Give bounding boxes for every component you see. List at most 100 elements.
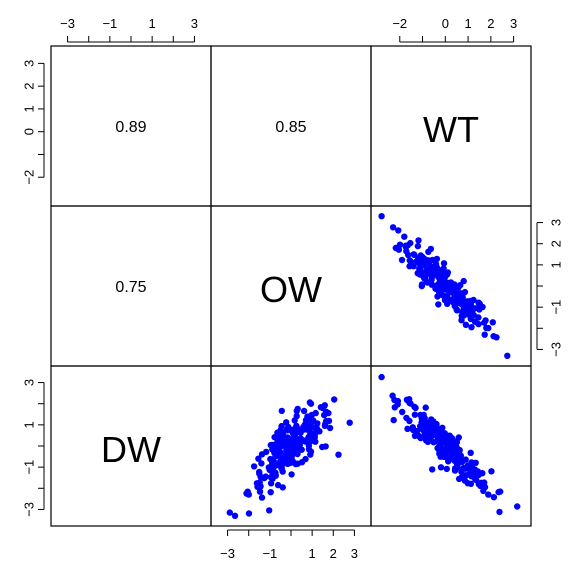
panel-ow-vs-dw [226, 396, 353, 519]
data-point [298, 459, 306, 466]
top-axis-dw-tick-label: 1 [149, 16, 156, 31]
data-point [468, 459, 475, 466]
data-point [292, 430, 299, 437]
data-point [443, 465, 450, 473]
data-point [272, 469, 279, 476]
data-point [460, 307, 467, 314]
data-point [428, 273, 436, 281]
data-point [307, 451, 314, 458]
data-point [437, 464, 445, 471]
data-point [245, 510, 253, 517]
bottom-axis-ow-tick-label: −3 [220, 546, 235, 561]
data-point [483, 324, 490, 332]
data-point [416, 271, 424, 278]
data-point [467, 469, 474, 476]
data-point [458, 474, 465, 481]
data-point [421, 275, 428, 282]
corr-wt-ow: 0.85 [275, 119, 306, 136]
data-point [488, 468, 495, 475]
data-point [272, 446, 279, 453]
data-point [326, 424, 334, 432]
data-point [243, 490, 250, 497]
data-point [289, 451, 296, 458]
data-point [445, 445, 452, 452]
data-point [280, 434, 288, 441]
data-point [250, 463, 258, 470]
data-point [282, 440, 290, 447]
data-point [433, 284, 441, 291]
data-point [267, 441, 274, 449]
data-point [438, 279, 445, 286]
bottom-axis-ow-tick-label: −1 [262, 546, 277, 561]
left-axis-dw-tick-label: −1 [21, 460, 36, 475]
data-point [256, 468, 263, 476]
data-point [460, 298, 468, 305]
data-point [467, 480, 475, 487]
data-point [255, 455, 262, 462]
data-point [258, 494, 266, 501]
data-point [402, 242, 409, 249]
data-point [410, 263, 417, 270]
panel-wt-vs-ow [378, 213, 511, 359]
data-point [430, 439, 437, 446]
data-point [321, 411, 328, 419]
data-point [267, 489, 274, 496]
data-point [429, 423, 436, 431]
data-point [437, 290, 444, 298]
data-point [319, 404, 326, 412]
data-point [267, 474, 275, 481]
data-point [444, 286, 451, 293]
top-axis-wt-tick-label: 0 [442, 16, 449, 31]
data-point [428, 264, 435, 271]
data-point [411, 403, 418, 410]
right-axis-ow-tick-label: 2 [548, 240, 563, 247]
data-point [411, 411, 419, 418]
data-point [485, 491, 492, 498]
data-point [419, 253, 426, 261]
data-point [462, 456, 469, 463]
data-point [428, 432, 436, 439]
data-point [300, 424, 307, 431]
data-point [470, 305, 477, 312]
data-point [413, 427, 421, 435]
data-point [278, 407, 285, 415]
var-label-wt: WT [423, 109, 479, 150]
data-point [283, 419, 290, 426]
data-point [468, 324, 475, 331]
data-point [304, 413, 311, 420]
data-point [331, 396, 338, 403]
right-axis-ow-tick-label: 3 [548, 219, 563, 226]
panel-frames [50, 45, 532, 527]
data-point [403, 414, 410, 422]
corr-ow-dw: 0.75 [115, 279, 146, 296]
panel-wt-vs-dw [378, 373, 521, 516]
right-axis-ow-tick-label: −1 [548, 300, 563, 315]
data-point [406, 399, 413, 406]
data-point [440, 260, 448, 267]
data-point [435, 301, 442, 308]
left-axis-dw-tick-label: 1 [21, 421, 36, 428]
data-point [514, 503, 521, 510]
bottom-axis-ow-tick-label: 2 [330, 546, 337, 561]
data-point [389, 224, 397, 231]
left-axis-wt-tick-label: 0 [21, 128, 36, 135]
data-point [449, 298, 457, 306]
corr-wt-dw: 0.89 [115, 119, 146, 136]
left-axis-dw-tick-label: −3 [21, 502, 36, 517]
data-point [293, 412, 300, 420]
data-point [266, 507, 273, 514]
data-point [455, 284, 462, 291]
data-point [308, 419, 315, 426]
data-point [438, 437, 445, 444]
data-point [504, 352, 511, 359]
data-point [294, 405, 301, 413]
data-point [314, 420, 321, 427]
data-point [460, 277, 467, 285]
data-point [279, 484, 286, 491]
data-point [278, 465, 285, 472]
top-axis-wt-tick-label: 1 [464, 16, 471, 31]
data-point [266, 466, 273, 474]
data-point [278, 422, 285, 430]
data-point [395, 246, 403, 253]
data-point [411, 251, 418, 259]
